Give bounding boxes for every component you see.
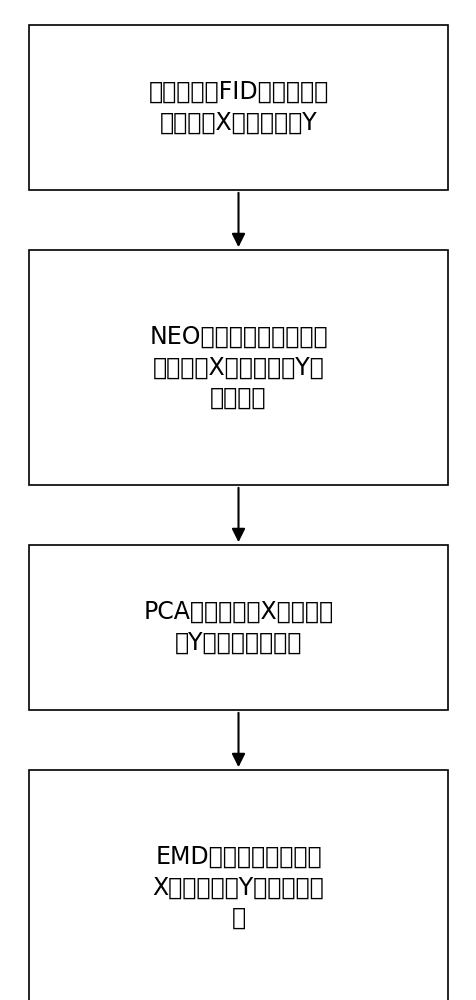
Bar xyxy=(29,250,447,485)
Text: NEO方法分别检测并剔除
同向分量X、正交分量Y的
尖峰噪声: NEO方法分别检测并剔除 同向分量X、正交分量Y的 尖峰噪声 xyxy=(149,325,327,410)
Bar xyxy=(29,770,447,1000)
Bar xyxy=(29,25,447,190)
Text: 将检测到的FID信号分解为
同向分量X、正交分量Y: 将检测到的FID信号分解为 同向分量X、正交分量Y xyxy=(148,80,328,135)
Bar xyxy=(29,545,447,710)
Text: EMD分别分解同向分量
X、正交分量Y并提取趋势
项: EMD分别分解同向分量 X、正交分量Y并提取趋势 项 xyxy=(152,845,324,930)
Text: PCA对同向分量X、正交分
量Y的初步信噪分离: PCA对同向分量X、正交分 量Y的初步信噪分离 xyxy=(143,600,333,655)
